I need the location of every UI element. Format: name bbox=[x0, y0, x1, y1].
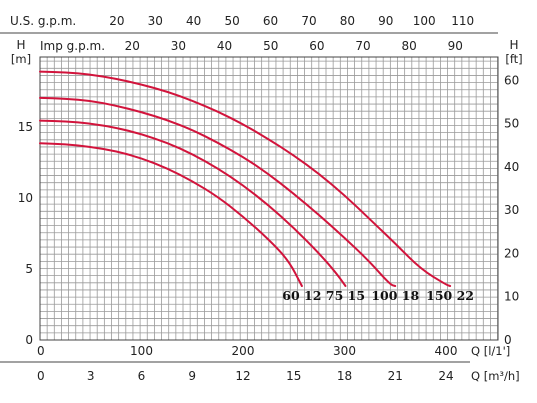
bottom1-tick-label: 400 bbox=[435, 344, 458, 358]
left-tick-label: 15 bbox=[18, 120, 33, 134]
top2-tick-label: 30 bbox=[171, 39, 186, 53]
left-tick-label: 0 bbox=[25, 333, 33, 347]
top2-tick-label: 80 bbox=[402, 39, 417, 53]
bottom2-tick-label: 12 bbox=[235, 369, 250, 383]
top2-tick-label: 40 bbox=[217, 39, 232, 53]
left-axis-label: H bbox=[16, 38, 25, 52]
bottom2-tick-label: 15 bbox=[286, 369, 301, 383]
right-tick-label: 30 bbox=[504, 203, 519, 217]
bottom1-tick-label: 100 bbox=[130, 344, 153, 358]
top1-tick-label: 50 bbox=[224, 14, 239, 28]
grid-layer bbox=[39, 56, 499, 341]
top1-axis-label: U.S. g.p.m. bbox=[10, 14, 76, 28]
right-tick-label: 20 bbox=[504, 246, 519, 260]
top2-tick-label: 20 bbox=[125, 39, 140, 53]
bottom2-tick-label: 18 bbox=[337, 369, 352, 383]
curve-label: 75 15 bbox=[326, 288, 365, 303]
bottom1-tick-label: 200 bbox=[232, 344, 255, 358]
plot-frame bbox=[39, 56, 499, 341]
series-line bbox=[39, 119, 347, 287]
bottom2-tick-label: 21 bbox=[388, 369, 403, 383]
right-axis-unit: [ft] bbox=[505, 52, 522, 66]
label-layer: 60 12 75 15 100 18 150 22 bbox=[282, 288, 474, 303]
curve-layer bbox=[39, 70, 452, 287]
top1-tick-label: 20 bbox=[109, 14, 124, 28]
bottom1-axis-label: Q [l/1'] bbox=[471, 344, 510, 358]
right-tick-label: 40 bbox=[504, 160, 519, 174]
bottom2-tick-label: 3 bbox=[87, 369, 95, 383]
bottom2-tick-label: 9 bbox=[188, 369, 196, 383]
curve-label: 60 12 bbox=[282, 288, 321, 303]
right-tick-label: 0 bbox=[504, 333, 512, 347]
right-tick-label: 10 bbox=[504, 290, 519, 304]
top1-tick-label: 40 bbox=[186, 14, 201, 28]
series-line bbox=[39, 142, 303, 287]
top2-tick-label: 90 bbox=[448, 39, 463, 53]
top2-tick-label: 50 bbox=[263, 39, 278, 53]
top2-tick-label: 70 bbox=[355, 39, 370, 53]
bottom2-tick-label: 0 bbox=[37, 369, 45, 383]
left-axis-unit: [m] bbox=[11, 52, 31, 66]
series-line bbox=[39, 96, 397, 287]
bottom2-tick-label: 6 bbox=[138, 369, 146, 383]
series-line bbox=[39, 70, 452, 287]
top2-tick-label: 60 bbox=[309, 39, 324, 53]
top1-tick-label: 110 bbox=[451, 14, 474, 28]
top1-tick-label: 30 bbox=[148, 14, 163, 28]
top1-tick-label: 100 bbox=[413, 14, 436, 28]
left-tick-label: 10 bbox=[18, 191, 33, 205]
bottom2-tick-label: 24 bbox=[438, 369, 453, 383]
left-tick-label: 5 bbox=[25, 262, 33, 276]
right-axis-label: H bbox=[509, 38, 518, 52]
top1-tick-label: 70 bbox=[301, 14, 316, 28]
right-tick-label: 50 bbox=[504, 117, 519, 131]
top1-tick-label: 80 bbox=[340, 14, 355, 28]
bottom1-tick-label: 0 bbox=[37, 344, 45, 358]
curve-label: 100 18 bbox=[371, 288, 419, 303]
top2-axis-label: Imp g.p.m. bbox=[40, 39, 105, 53]
right-tick-label: 60 bbox=[504, 73, 519, 87]
bottom2-axis-label: Q [m³/h] bbox=[471, 369, 520, 383]
curve-label: 150 22 bbox=[426, 288, 474, 303]
top1-tick-label: 90 bbox=[378, 14, 393, 28]
top1-tick-label: 60 bbox=[263, 14, 278, 28]
bottom1-tick-label: 300 bbox=[333, 344, 356, 358]
